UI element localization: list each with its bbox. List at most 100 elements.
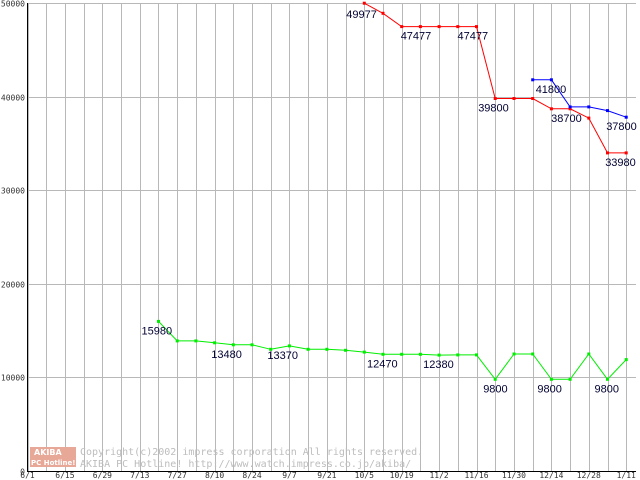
data-label: 47477 [458, 31, 489, 43]
data-label: 13480 [211, 349, 242, 361]
x-tick-label: 6/1 [20, 471, 35, 480]
data-point-marker [568, 105, 572, 109]
y-tick-label: 30000 [1, 187, 25, 196]
x-tick-label: 10/5 [355, 471, 374, 480]
data-point-marker [213, 341, 217, 345]
data-point-marker [344, 348, 348, 352]
data-point-marker [512, 97, 516, 100]
data-point-marker [381, 352, 385, 356]
data-label: 13370 [267, 350, 298, 362]
watermark: AKIBA PC Hotline! Copyright(c)2002 impre… [30, 447, 423, 470]
data-point-marker [624, 358, 628, 362]
x-tick-label: 12/14 [539, 471, 563, 480]
y-tick-label: 0 [20, 468, 25, 477]
data-point-marker [418, 25, 422, 29]
data-point-marker [606, 109, 609, 113]
data-point-marker [306, 347, 310, 351]
x-tick-label: 6/29 [93, 471, 112, 480]
x-tick-label: 9/7 [282, 471, 297, 480]
data-point-marker [194, 339, 198, 343]
data-point-marker [400, 352, 404, 356]
series-line [532, 79, 627, 118]
axes-frame: 6/1 6/15 6/29 7/13 7/27 8/10 8/24 9/7 9/21 10/5 10… [20, 3, 636, 480]
data-point-marker [400, 25, 404, 29]
data-point-marker [531, 97, 535, 100]
data-point-marker [175, 339, 179, 343]
series-line [158, 321, 627, 381]
logo-top-box [30, 447, 76, 457]
data-point-marker [624, 151, 628, 155]
data-point-marker [624, 115, 628, 119]
data-point-marker [475, 353, 478, 357]
data-point-marker [587, 105, 591, 109]
data-point-marker [568, 107, 572, 111]
x-tick-label: 11/16 [464, 471, 488, 480]
data-point-marker [456, 353, 460, 357]
x-tick-label: 8/10 [205, 471, 224, 480]
data-point-marker [493, 377, 497, 381]
data-label: 15980 [142, 325, 173, 337]
data-point-marker [549, 78, 553, 82]
data-label: 38700 [551, 113, 582, 125]
series-layer [157, 1, 628, 381]
logo-top-text: AKIBA [34, 448, 62, 457]
data-point-marker [456, 25, 460, 29]
x-tick-label: 7/27 [168, 471, 187, 480]
data-point-marker [606, 377, 609, 381]
data-label: 37800 [606, 121, 637, 133]
data-point-marker [606, 151, 609, 155]
copyright-line: Copyright(c)2002 impress corporation All… [80, 447, 423, 458]
data-point-marker [587, 352, 591, 356]
data-point-marker [418, 352, 422, 356]
x-tick-label: 8/24 [242, 471, 261, 480]
data-label: 49977 [346, 9, 377, 21]
data-label: 39800 [478, 103, 509, 115]
data-point-marker [250, 343, 254, 347]
data-point-marker [531, 352, 535, 356]
x-tick-label: 12/28 [577, 471, 601, 480]
data-point-marker [325, 347, 329, 351]
data-label: 9800 [483, 383, 507, 395]
data-point-marker [381, 11, 385, 15]
data-point-marker [493, 97, 497, 100]
data-point-marker [269, 347, 273, 351]
y-tick-label: 10000 [1, 374, 25, 383]
data-label: 12470 [367, 358, 398, 370]
data-point-marker [231, 343, 235, 347]
y-tick-label: 50000 [1, 0, 25, 9]
logo-bottom-text: PC Hotline! [31, 459, 75, 467]
site-url-line: AKIBA PC Hotline! http://www.watch.impre… [80, 459, 411, 470]
logo-bottom-box [30, 457, 76, 467]
data-point-marker [287, 344, 291, 348]
data-label: 9800 [595, 383, 619, 395]
x-tick-label: 9/21 [317, 471, 336, 480]
data-point-marker [549, 107, 553, 111]
data-label: 12380 [423, 359, 454, 371]
x-tick-label: 10/19 [390, 471, 414, 480]
data-point-marker [587, 116, 591, 120]
data-point-marker [549, 377, 553, 381]
data-point-marker [437, 353, 441, 357]
data-point-marker [362, 1, 366, 5]
x-tick-label: 7/13 [130, 471, 149, 480]
y-tick-label: 20000 [1, 281, 25, 290]
data-point-marker [437, 25, 441, 29]
data-label: 9800 [537, 383, 561, 395]
data-label: 47477 [401, 31, 432, 43]
x-tick-label: 6/15 [55, 471, 74, 480]
data-label: 41800 [536, 84, 567, 96]
data-label-layer: 49977 47477 47477 39800 41800 38700 37800 33980… [142, 9, 637, 395]
data-point-marker [568, 377, 572, 381]
y-tick-label: 40000 [1, 94, 25, 103]
data-point-marker [475, 25, 478, 29]
x-tick-label: 11/2 [429, 471, 448, 480]
data-point-marker [531, 78, 535, 82]
x-tick-label: 1/11 [617, 471, 636, 480]
data-label: 33980 [605, 157, 636, 169]
x-tick-label: 11/30 [502, 471, 526, 480]
data-point-marker [157, 319, 160, 323]
data-point-marker [362, 350, 366, 354]
data-point-marker [512, 352, 516, 356]
